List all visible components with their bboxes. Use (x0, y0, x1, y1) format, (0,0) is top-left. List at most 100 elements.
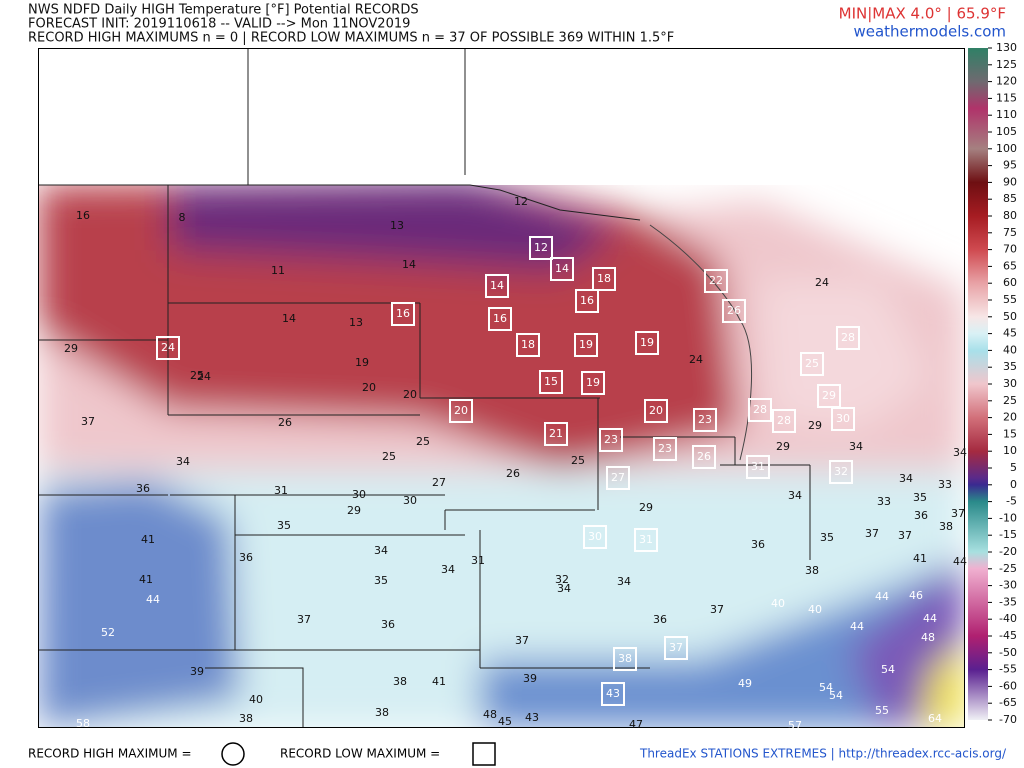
station-value: 34 (557, 582, 571, 595)
station-value: 36 (653, 613, 667, 626)
colorbar-label: 95 (1003, 159, 1017, 172)
station-value: 37 (898, 529, 912, 542)
colorbar-label: -25 (999, 562, 1017, 575)
record-low-box (544, 422, 568, 446)
record-low-box (664, 636, 688, 660)
colorbar-label: 115 (996, 91, 1017, 104)
record-low-box (693, 408, 717, 432)
station-value: 44 (953, 555, 967, 568)
station-value: 23 (698, 413, 712, 426)
record-low-box (644, 399, 668, 423)
station-value: 38 (375, 706, 389, 719)
colorbar-label: 130 (996, 41, 1017, 54)
station-value: 16 (493, 312, 507, 325)
record-high-symbol (221, 742, 245, 766)
station-value: 30 (836, 412, 850, 425)
title-line: RECORD HIGH MAXIMUMS n = 0 | RECORD LOW … (28, 31, 674, 46)
station-value: 43 (525, 711, 539, 724)
colorbar-label: 110 (996, 108, 1017, 121)
station-value: 23 (658, 442, 672, 455)
colorbar-label: -30 (999, 579, 1017, 592)
station-value: 64 (928, 712, 942, 725)
colorbar-label: -20 (999, 545, 1017, 558)
title-line: FORECAST INIT: 2019110618 -- VALID --> M… (28, 17, 410, 32)
colorbar-label: 120 (996, 75, 1017, 88)
station-value: 29 (808, 419, 822, 432)
station-value: 41 (913, 552, 927, 565)
station-value: 16 (396, 307, 410, 320)
station-value: 16 (76, 209, 90, 222)
station-value: 25 (382, 450, 396, 463)
station-value: 28 (777, 414, 791, 427)
station-value: 34 (617, 575, 631, 588)
station-value: 37 (669, 641, 683, 654)
record-low-box (653, 437, 677, 461)
record-low-box (581, 371, 605, 395)
station-value: 16 (580, 294, 594, 307)
station-value: 33 (938, 478, 952, 491)
station-value: 46 (909, 589, 923, 602)
station-value: 44 (146, 593, 160, 606)
station-value: 39 (190, 665, 204, 678)
station-value: 30 (588, 530, 602, 543)
station-value: 37 (710, 603, 724, 616)
map (38, 48, 965, 728)
station-value: 25 (190, 369, 204, 382)
record-low-box (800, 352, 824, 376)
boundaries (38, 48, 811, 728)
station-value: 38 (239, 712, 253, 725)
colorbar-label: 55 (1003, 293, 1017, 306)
station-value: 38 (805, 564, 819, 577)
station-value: 38 (939, 520, 953, 533)
station-value: 41 (139, 573, 153, 586)
station-value: 48 (921, 631, 935, 644)
station-value: 35 (277, 519, 291, 532)
station-value: 14 (402, 258, 416, 271)
colorbar-label: -60 (999, 679, 1017, 692)
station-value: 49 (738, 677, 752, 690)
station-value: 28 (841, 331, 855, 344)
colorbar-label: -10 (999, 511, 1017, 524)
station-value: 36 (381, 618, 395, 631)
station-value: 58 (76, 717, 90, 730)
station-value: 57 (788, 719, 802, 732)
colorbar-label: 105 (996, 125, 1017, 138)
colorbar-label: 50 (1003, 310, 1017, 323)
station-value: 35 (374, 574, 388, 587)
station-value: 41 (432, 675, 446, 688)
station-value: 12 (534, 241, 548, 254)
station-value: 54 (881, 663, 895, 676)
station-value: 34 (441, 563, 455, 576)
station-value: 38 (393, 675, 407, 688)
record-low-box (772, 409, 796, 433)
record-low-box (575, 289, 599, 313)
station-value: 31 (471, 554, 485, 567)
station-value: 20 (649, 404, 663, 417)
station-value: 24 (689, 353, 703, 366)
station-value: 34 (788, 489, 802, 502)
record-low-box (635, 331, 659, 355)
station-value: 38 (618, 652, 632, 665)
station-value: 25 (416, 435, 430, 448)
station-value: 27 (432, 476, 446, 489)
station-value: 47 (629, 718, 643, 731)
colorbar-label: 90 (1003, 175, 1017, 188)
legend-record-high: RECORD HIGH MAXIMUM = (28, 747, 192, 761)
station-value: 36 (914, 509, 928, 522)
station-value: 14 (555, 262, 569, 275)
station-value: 19 (355, 356, 369, 369)
colorbar-label: 0 (1010, 478, 1017, 491)
station-value: 19 (640, 336, 654, 349)
station-value: 29 (347, 504, 361, 517)
colorbar-label: 10 (1003, 444, 1017, 457)
station-value: 22 (709, 274, 723, 287)
station-value: 34 (374, 544, 388, 557)
station-value: 36 (136, 482, 150, 495)
station-value: 34 (899, 472, 913, 485)
record-low-box (746, 455, 770, 479)
station-value: 19 (579, 338, 593, 351)
legend-record-low: RECORD LOW MAXIMUM = (280, 747, 440, 761)
record-low-box (829, 460, 853, 484)
stations: 16 8 13 12 12 14 18 22 14 11 14 16 26 24 14 13 16 16 28 29 2… (64, 195, 967, 732)
